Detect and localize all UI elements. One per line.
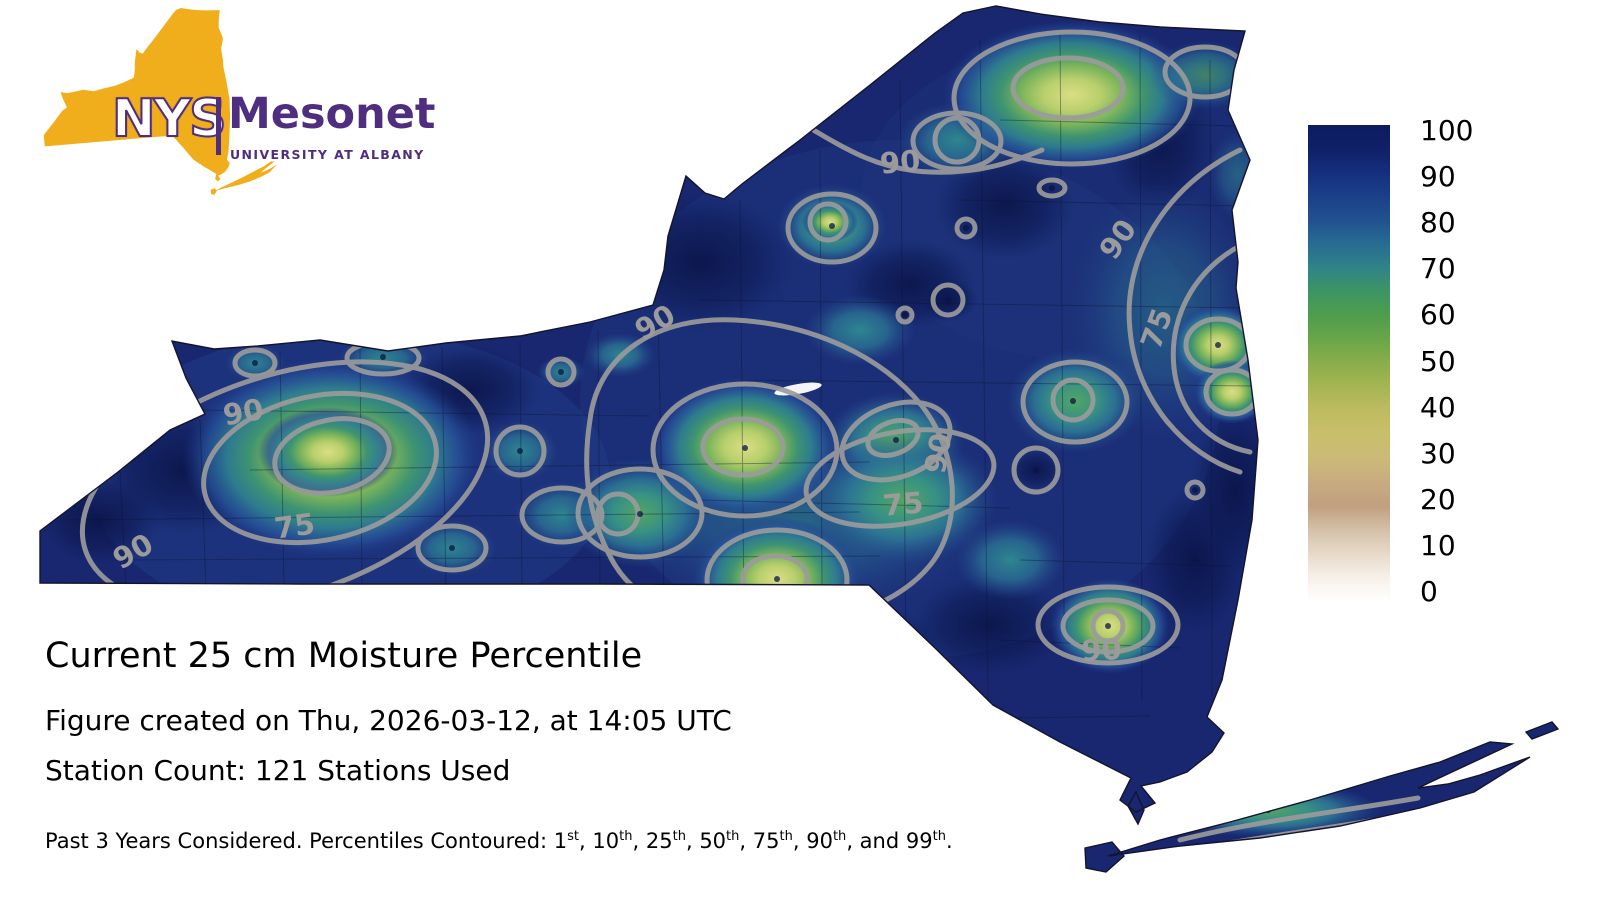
created-line: Figure created on Thu, 2026-03-12, at 14…: [45, 704, 732, 737]
logo-university-text: UNIVERSITY AT ALBANY: [230, 147, 425, 162]
colorbar-tick-label: 30: [1420, 436, 1456, 470]
percentile-suffix: th: [932, 829, 946, 844]
figure-title: Current 25 cm Moisture Percentile: [45, 636, 643, 676]
contour-label: 75: [882, 485, 925, 522]
colorbar-tick-label: 10: [1420, 528, 1456, 562]
percentile-suffix: st: [567, 829, 580, 844]
percentile-suffix: th: [726, 829, 740, 844]
station-dots: [252, 185, 1271, 813]
percentile-suffix: th: [619, 829, 633, 844]
station-count-line: Station Count: 121 Stations Used: [45, 754, 511, 787]
colorbar-tick-label: 70: [1420, 252, 1456, 286]
logo-divider: [216, 97, 221, 155]
logo-nys-text: NYS: [111, 88, 228, 150]
contour-label: 90: [1080, 632, 1122, 668]
footer-percentiles: 1st, 10th, 25th, 50th, 75th, 90th, and 9…: [553, 829, 953, 853]
colorbar-ticks: 100 90 80 70 60 50 40 30 20 10 0: [1420, 114, 1510, 608]
colorbar-tick-label: 20: [1420, 482, 1456, 516]
colorbar-tick-label: 80: [1420, 206, 1456, 240]
nys-mesonet-logo: NYS Mesonet UNIVERSITY AT ALBANY: [30, 4, 460, 220]
percentile-value: 10: [592, 829, 620, 853]
contour-label: 75: [272, 506, 317, 545]
percentile-value: 99: [905, 829, 933, 853]
colorbar-tick-label: 60: [1420, 298, 1456, 332]
colorbar-gradient: [1308, 125, 1390, 602]
colorbar-tick-label: 40: [1420, 390, 1456, 424]
percentile-value: 90: [806, 829, 833, 853]
percentile-value: 75: [752, 829, 780, 853]
percentile-suffix: th: [779, 829, 793, 844]
percentile-value: 1: [553, 829, 568, 853]
percentile-suffix: th: [672, 829, 686, 844]
contour-label: 90: [879, 143, 922, 180]
colorbar: 100 90 80 70 60 50 40 30 20 10 0: [1308, 114, 1473, 608]
percentile-value: 25: [645, 829, 673, 853]
colorbar-tick-label: 90: [1420, 160, 1456, 194]
county-borders: [59, 29, 1256, 721]
percentile-value: 50: [699, 829, 727, 853]
colorbar-tick-label: 50: [1420, 344, 1456, 378]
footer-note: Past 3 Years Considered. Percentiles Con…: [45, 829, 953, 853]
logo-mesonet-text: Mesonet: [228, 89, 436, 139]
contour-label: 90: [220, 392, 266, 432]
contour-label: 90: [918, 430, 958, 476]
colorbar-tick-label: 100: [1420, 114, 1474, 147]
colorbar-tick-label: 0: [1420, 575, 1438, 608]
percentile-suffix: th: [832, 829, 847, 844]
footer-prefix: Past 3 Years Considered. Percentiles Con…: [45, 829, 554, 853]
